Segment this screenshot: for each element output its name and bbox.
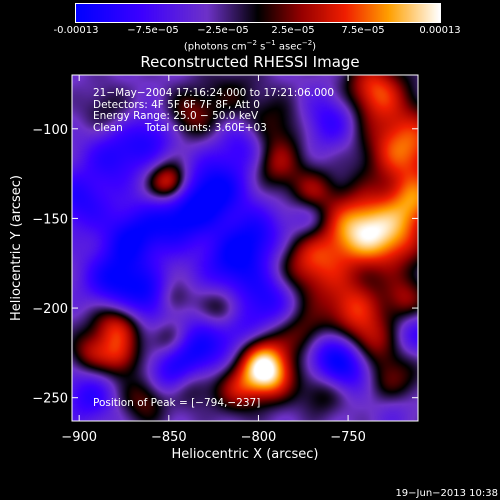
y-axis-ticks: −100 −150 −200 −250 (32, 123, 418, 407)
colorbar-tick-label: -0.00013 (53, 25, 99, 36)
colorbar-tick-label: −7.5e−05 (127, 25, 179, 36)
annotation-total-counts: Total counts: 3.60E+03 (144, 121, 267, 134)
colorbar-tick-label: 7.5e−05 (341, 25, 385, 36)
heatmap-image (72, 75, 418, 421)
footer-timestamp: 19−Jun−2013 10:38 (395, 488, 498, 499)
y-tick-label: −200 (32, 302, 68, 317)
x-tick-label: −750 (330, 430, 366, 445)
colorbar-unit-label: (photons cm−2 s−1 asec−2) (183, 39, 317, 53)
y-tick-label: −150 (32, 212, 68, 227)
x-tick-label: −900 (61, 430, 97, 445)
annotation-peak-position: Position of Peak = [−794,−237] (93, 397, 261, 409)
plot-frame (71, 74, 419, 422)
annotation-counts: Clean Total counts: 3.60E+03 (93, 121, 334, 135)
x-axis-ticks: −900 −850 −800 −750 (61, 75, 366, 445)
colorbar (75, 3, 441, 23)
x-tick-label: −800 (241, 430, 277, 445)
annotation-time-range: 21−May−2004 17:16:24.000 to 17:21:06.000 (93, 87, 335, 99)
y-tick-label: −250 (32, 392, 68, 407)
colorbar-tick-label: 0.00013 (419, 25, 461, 36)
y-tick-label: −100 (32, 123, 68, 138)
x-tick-label: −850 (151, 430, 187, 445)
annotation-method: Clean (93, 121, 123, 134)
annotation-energy-range: Energy Range: 25.0 − 50.0 keV (93, 110, 259, 122)
colorbar-tick-label: −2.5e−05 (197, 25, 249, 36)
chart-title: Reconstructed RHESSI Image (140, 53, 360, 71)
y-axis-label: Heliocentric Y (arcsec) (9, 175, 24, 321)
annotation-detectors: Detectors: 4F 5F 6F 7F 8F, Att 0 (93, 98, 260, 111)
colorbar-tick-label: 2.5e−05 (271, 25, 315, 36)
info-annotation: 21−May−2004 17:16:24.000 to 17:21:06.000… (93, 87, 335, 135)
x-axis-label: Heliocentric X (arcsec) (172, 447, 319, 462)
